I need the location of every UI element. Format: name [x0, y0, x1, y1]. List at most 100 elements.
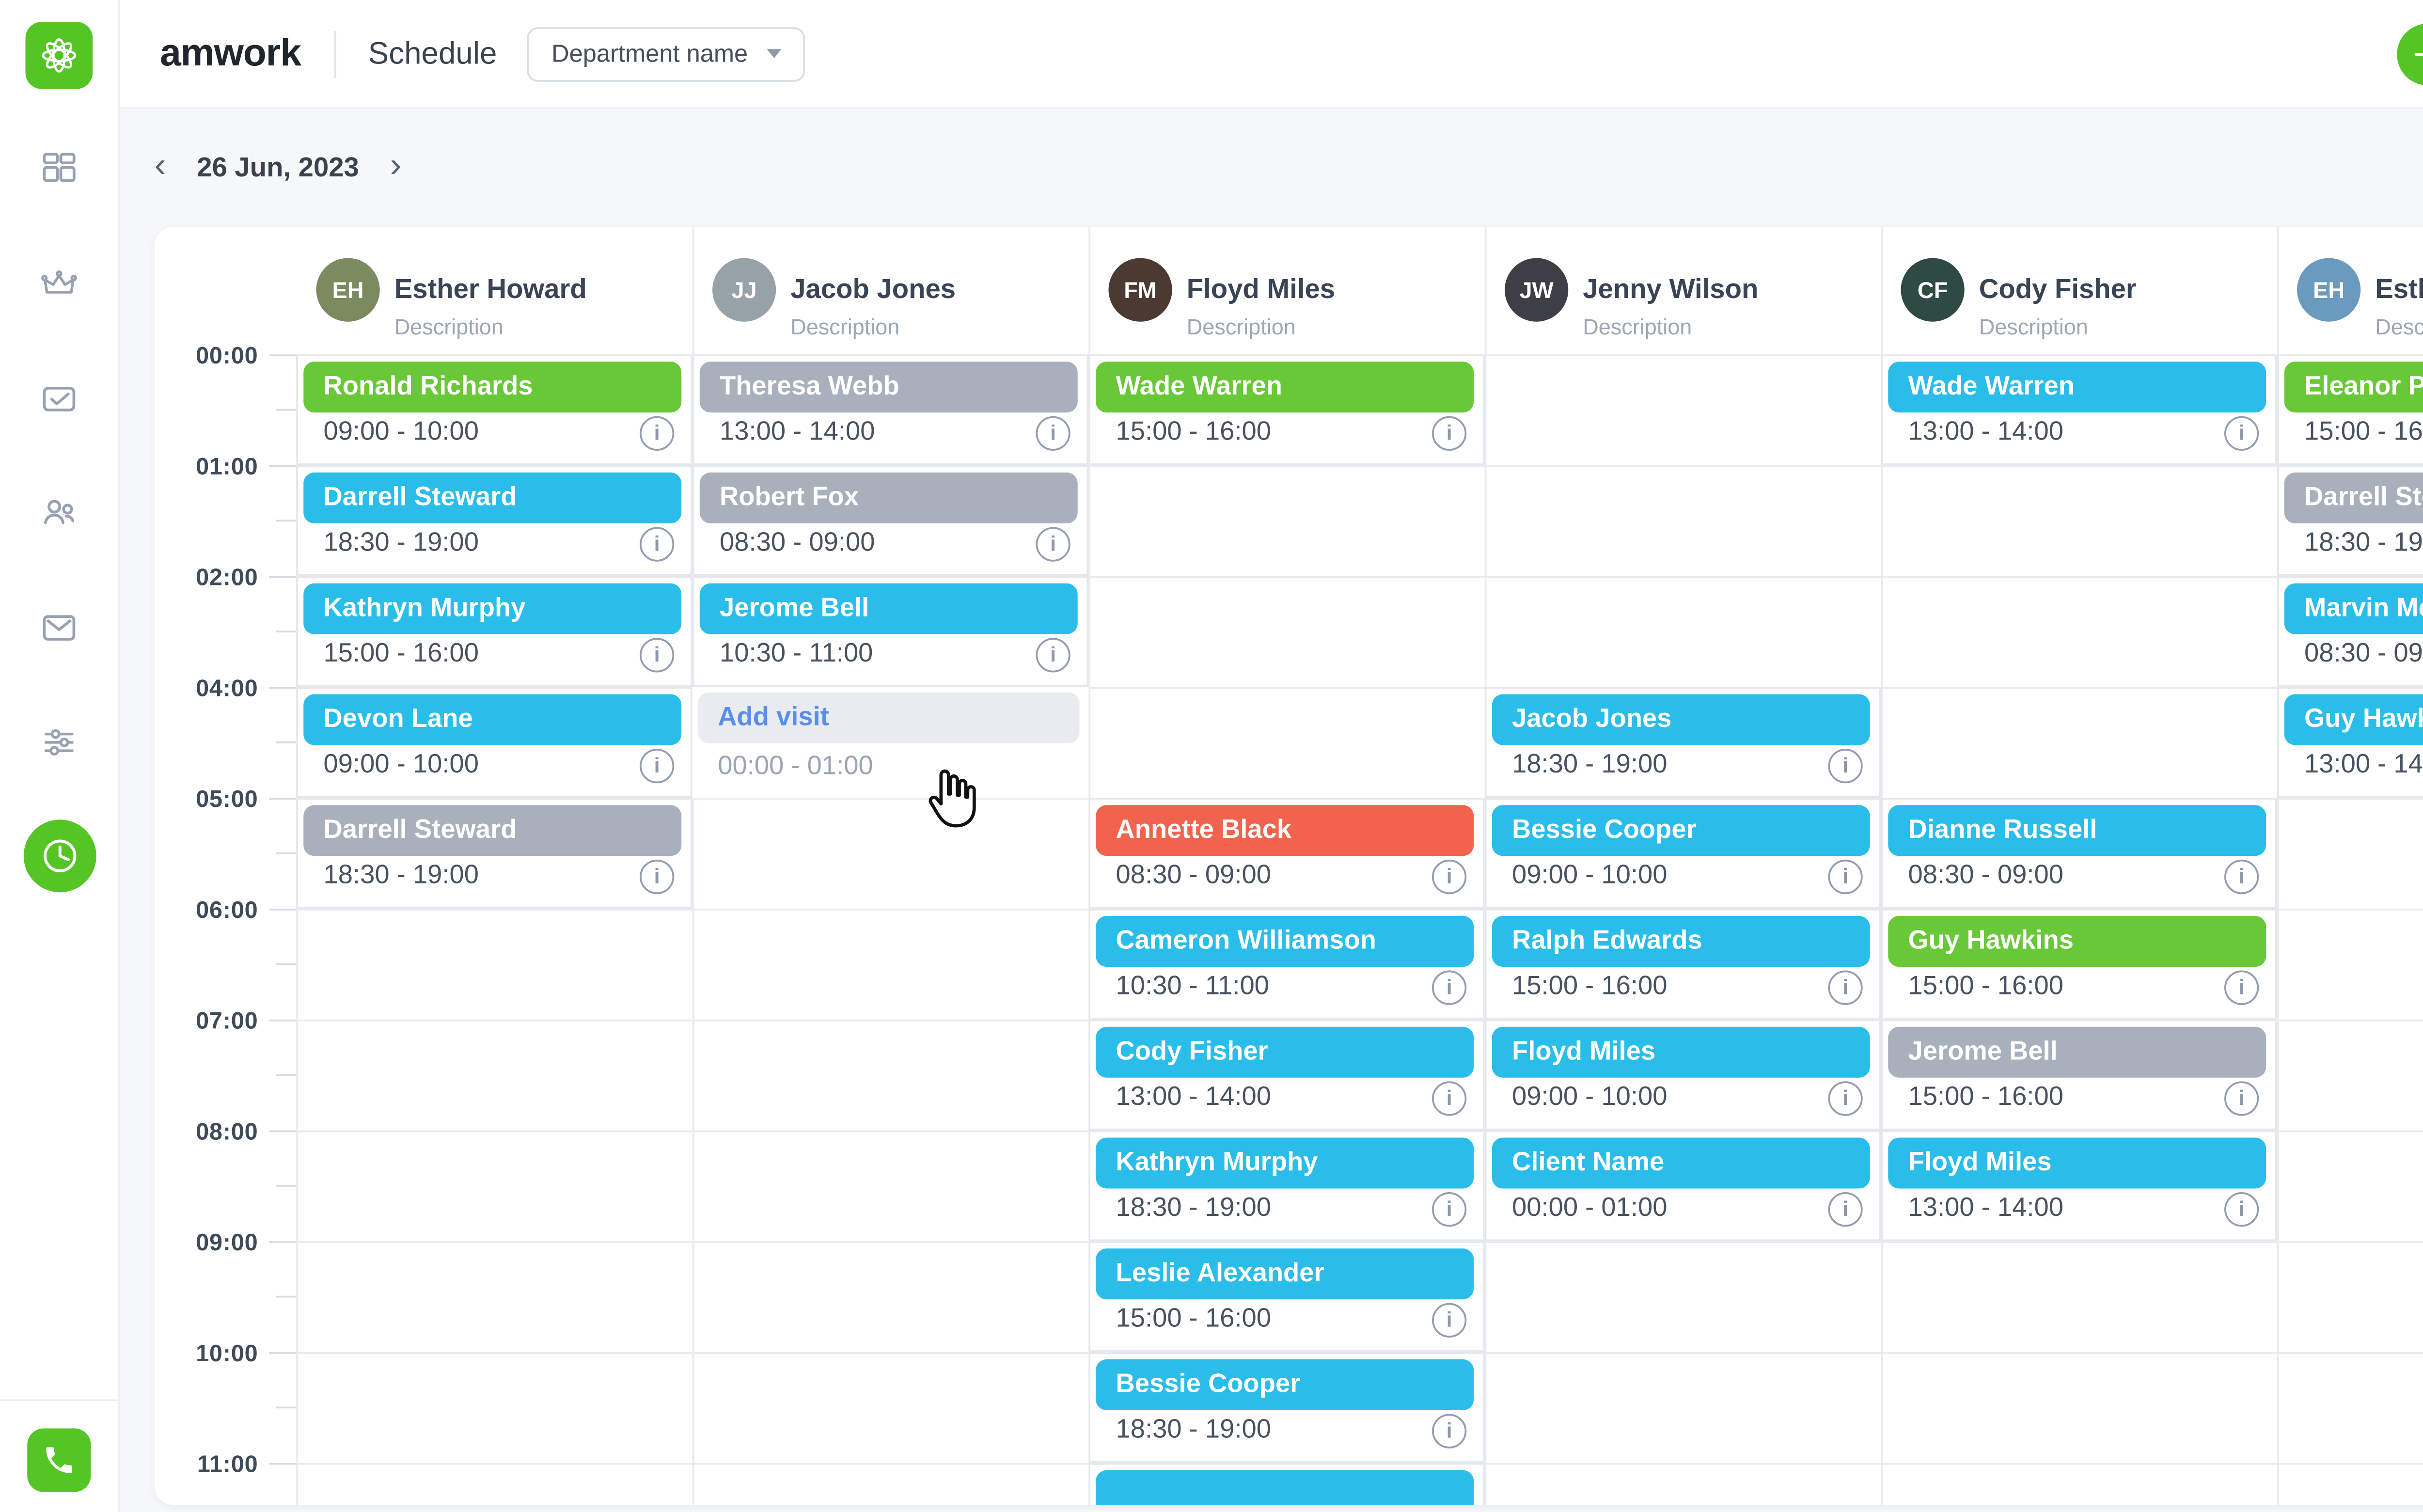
info-icon[interactable] — [1432, 1081, 1467, 1116]
visit-card[interactable]: Kathryn Murphy 18:30 - 19:00 — [1088, 1130, 1485, 1242]
visit-card[interactable]: Annette Black 08:30 - 09:00 — [1088, 798, 1485, 909]
visit-card[interactable]: Ralph Edwards 15:00 - 16:00 — [1484, 909, 1881, 1020]
visit-card[interactable]: Robert Fox 08:30 - 09:00 — [692, 465, 1089, 576]
info-icon[interactable] — [2224, 970, 2259, 1005]
visit-client-name: Marvin McKinney — [2284, 583, 2423, 634]
visit-card[interactable]: Devon Lane 09:00 - 10:00 — [296, 687, 692, 798]
info-icon[interactable] — [1432, 1192, 1467, 1227]
visit-card[interactable]: Marvin McKinney 08:30 - 09:00 — [2277, 576, 2423, 687]
sidebar-item-sliders[interactable] — [0, 702, 118, 782]
visit-card[interactable]: Floyd Miles 09:00 - 10:00 — [1484, 1019, 1881, 1131]
visit-time: 08:30 - 09:00 — [1116, 861, 1272, 891]
visit-card[interactable]: Kathryn Murphy 15:00 - 16:00 — [296, 576, 692, 687]
sidebar-item-mail[interactable] — [0, 587, 118, 667]
visit-card[interactable]: Leslie Alexander 15:00 - 16:00 — [1088, 1241, 1485, 1352]
visit-client-name: Bessie Cooper — [1492, 805, 1870, 856]
app-logo[interactable] — [25, 22, 93, 89]
visit-card[interactable]: Cody Fisher 13:00 - 14:00 — [1088, 1019, 1485, 1131]
info-icon[interactable] — [1828, 1081, 1863, 1116]
info-icon[interactable] — [2224, 859, 2259, 894]
visit-time: 15:00 - 16:00 — [1908, 1083, 2064, 1112]
inbox-check-icon — [43, 386, 76, 411]
visit-card[interactable]: Wade Warren 15:00 - 16:00 — [1088, 354, 1485, 465]
visit-card[interactable]: Bessie Cooper 09:00 - 10:00 — [1484, 798, 1881, 909]
visit-card[interactable]: Darrell Steward 18:30 - 19:00 — [296, 465, 692, 576]
visit-card[interactable]: Theresa Webb 13:00 - 14:00 — [692, 354, 1089, 465]
staff-column-header[interactable]: EH Esther Howard Description — [296, 227, 692, 355]
info-icon[interactable] — [640, 859, 675, 894]
visit-card[interactable]: Bessie Cooper 18:30 - 19:00 — [1088, 1352, 1485, 1463]
visit-card[interactable]: Wade Warren 13:00 - 14:00 — [1881, 354, 2277, 465]
hour-tick — [269, 354, 297, 356]
visit-card[interactable]: Darrell Steward 18:30 - 19:00 — [296, 798, 692, 909]
info-icon[interactable] — [1828, 859, 1863, 894]
staff-column-header[interactable]: CF Cody Fisher Description — [1881, 227, 2277, 355]
info-icon[interactable] — [1036, 638, 1070, 673]
department-dropdown[interactable]: Department name — [528, 26, 804, 81]
brand-divider — [333, 30, 336, 78]
info-icon[interactable] — [640, 749, 675, 784]
visit-time: 10:30 - 11:00 — [720, 640, 873, 669]
staff-column-header[interactable]: FM Floyd Miles Description — [1088, 227, 1485, 355]
visit-card[interactable]: Jerome Bell 10:30 - 11:00 — [692, 576, 1089, 687]
info-icon[interactable] — [2224, 1081, 2259, 1116]
visit-card[interactable]: Client Name 00:00 - 01:00 — [1484, 1130, 1881, 1242]
add-button[interactable] — [2397, 22, 2423, 85]
schedule-card: 00:00 01:00 02:00 04:00 05:00 06:00 07:00 08:00… — [154, 227, 2423, 1505]
date-navigation: ‹ 26 Jun, 2023 › — [155, 148, 402, 189]
grid-gutter-divider — [296, 354, 298, 1505]
visit-card[interactable]: Eleanor Pena 15:00 - 16:00 — [2277, 354, 2423, 465]
info-icon[interactable] — [640, 638, 675, 673]
sidebar-item-team[interactable] — [0, 471, 118, 551]
visit-card[interactable]: Guy Hawkins 15:00 - 16:00 — [1881, 909, 2277, 1020]
hour-tick — [269, 687, 297, 689]
info-icon[interactable] — [1828, 1192, 1863, 1227]
staff-column-header[interactable]: JJ Jacob Jones Description — [692, 227, 1089, 355]
info-icon[interactable] — [640, 527, 675, 562]
staff-column-header[interactable]: JW Jenny Wilson Description — [1485, 227, 1881, 355]
visit-card[interactable]: Jerome Bell 15:00 - 16:00 — [1881, 1019, 2277, 1131]
info-icon[interactable] — [1432, 416, 1467, 451]
sidebar-item-dashboard[interactable] — [0, 127, 118, 207]
visit-card[interactable]: Dianne Russell 08:30 - 09:00 — [1881, 798, 2277, 909]
time-label: 09:00 — [196, 1228, 258, 1256]
topbar: amwork Schedule Department name — [118, 0, 2423, 109]
info-icon[interactable] — [2224, 1192, 2259, 1227]
add-visit-button[interactable]: Add visit 00:00 - 01:00 — [692, 687, 1089, 798]
visit-client-name: Leslie Alexander — [1096, 1248, 1474, 1300]
grid-hour-line — [296, 465, 2423, 467]
visit-card[interactable]: Cameron Williamson 10:30 - 11:00 — [1088, 909, 1485, 1020]
visit-time: 15:00 - 16:00 — [1116, 418, 1272, 447]
visit-card[interactable] — [1088, 1463, 1485, 1505]
visit-client-name: Devon Lane — [303, 694, 682, 745]
visit-card[interactable]: Darrell Steward 18:30 - 19:00 — [2277, 465, 2423, 576]
visit-card[interactable]: Ronald Richards 09:00 - 10:00 — [296, 354, 692, 465]
info-icon[interactable] — [1036, 416, 1070, 451]
info-icon[interactable] — [1036, 527, 1070, 562]
next-day-button[interactable]: › — [390, 146, 402, 185]
visit-card[interactable]: Floyd Miles 13:00 - 14:00 — [1881, 1130, 2277, 1242]
staff-name: Esther Howard — [394, 274, 587, 305]
info-icon[interactable] — [1828, 749, 1863, 784]
prev-day-button[interactable]: ‹ — [154, 146, 166, 185]
staff-name: Esther Howard — [2375, 274, 2423, 305]
info-icon[interactable] — [1828, 970, 1863, 1005]
visit-client-name: Guy Hawkins — [2284, 694, 2423, 745]
info-icon[interactable] — [640, 416, 675, 451]
staff-column-header[interactable]: EH Esther Howard Description — [2277, 227, 2423, 355]
sidebar-item-schedule-clock[interactable] — [0, 816, 118, 896]
phone-button[interactable] — [27, 1428, 91, 1492]
visit-card[interactable]: Guy Hawkins 13:00 - 14:00 — [2277, 687, 2423, 798]
info-icon[interactable] — [2224, 416, 2259, 451]
visit-card[interactable]: Jacob Jones 18:30 - 19:00 — [1484, 687, 1881, 798]
visit-client-name: Wade Warren — [1096, 362, 1474, 413]
sidebar-item-crown[interactable] — [0, 244, 118, 324]
visit-time: 10:30 - 11:00 — [1116, 972, 1269, 1002]
info-icon[interactable] — [1432, 1414, 1467, 1449]
visit-time: 08:30 - 09:00 — [720, 529, 875, 558]
info-icon[interactable] — [1432, 1303, 1467, 1338]
info-icon[interactable] — [1432, 859, 1467, 894]
visit-time: 09:00 - 10:00 — [323, 750, 479, 780]
info-icon[interactable] — [1432, 970, 1467, 1005]
sidebar-item-inbox-check[interactable] — [0, 358, 118, 438]
